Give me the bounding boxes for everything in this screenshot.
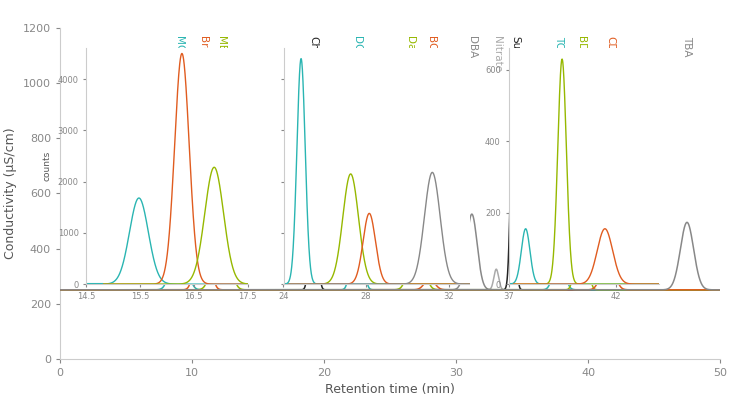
Text: BCA: BCA [426, 37, 436, 58]
Text: TCA: TCA [554, 37, 564, 56]
Text: MCA: MCA [174, 37, 184, 60]
Text: Chloride: Chloride [308, 37, 319, 80]
X-axis label: Retention time (min): Retention time (min) [325, 383, 455, 396]
Text: TBA: TBA [682, 37, 692, 57]
Text: DCA: DCA [352, 37, 362, 59]
Text: BDCA: BDCA [577, 37, 586, 66]
Text: Dalapon: Dalapon [405, 37, 415, 80]
Text: Sulfate: Sulfate [511, 37, 520, 73]
Text: MBA: MBA [216, 37, 226, 60]
Text: DBA: DBA [466, 37, 477, 59]
Y-axis label: Conductivity (μS/cm): Conductivity (μS/cm) [4, 128, 17, 259]
Text: Nitrate: Nitrate [492, 37, 502, 73]
Y-axis label: counts: counts [43, 151, 52, 181]
Text: Bromate: Bromate [197, 37, 208, 81]
Text: CDBA: CDBA [605, 37, 616, 66]
